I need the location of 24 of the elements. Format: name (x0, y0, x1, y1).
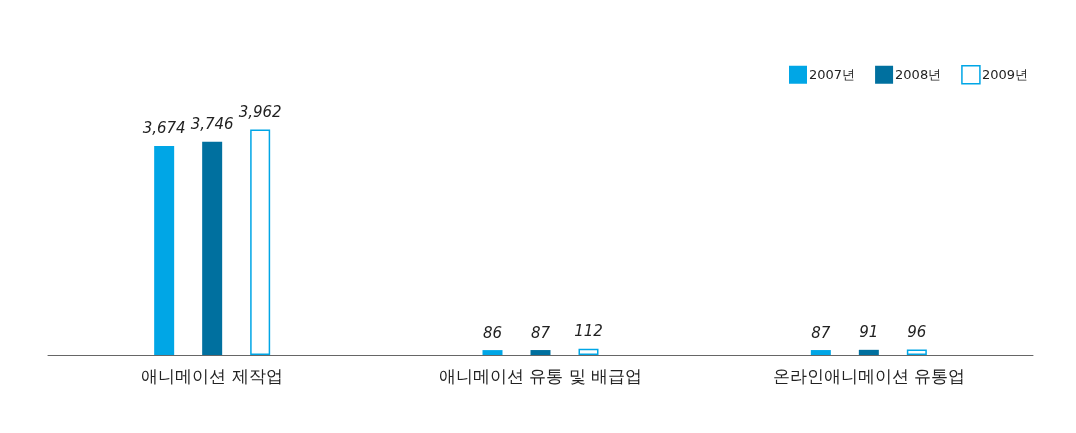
data-label: 91 (859, 323, 879, 342)
data-label: 3,962 (238, 102, 282, 121)
legend-label: 2007년 (809, 67, 856, 83)
x-tick-label: 온라인애니메이션 유통업 (772, 365, 966, 386)
x-tick-label: 애니메이션 제작업 (141, 365, 283, 386)
data-label: 3,746 (190, 115, 234, 134)
data-label: 3,674 (142, 119, 186, 138)
data-label: 86 (482, 323, 503, 342)
legend-label: 2008년 (895, 67, 942, 83)
data-label: 87 (811, 323, 831, 342)
legend-label: 2009년 (981, 67, 1029, 83)
bar (810, 350, 831, 355)
bar (154, 145, 175, 355)
bar (250, 129, 271, 355)
bar (202, 141, 223, 355)
bar (482, 350, 503, 355)
data-label: 112 (574, 322, 603, 341)
bar (578, 348, 599, 355)
bar (530, 350, 551, 355)
data-label: 96 (907, 323, 927, 342)
bar (858, 349, 879, 355)
x-tick-label: 애니메이션 유통 및 배급업 (438, 365, 643, 386)
bar (906, 349, 927, 355)
data-label: 87 (530, 323, 551, 342)
